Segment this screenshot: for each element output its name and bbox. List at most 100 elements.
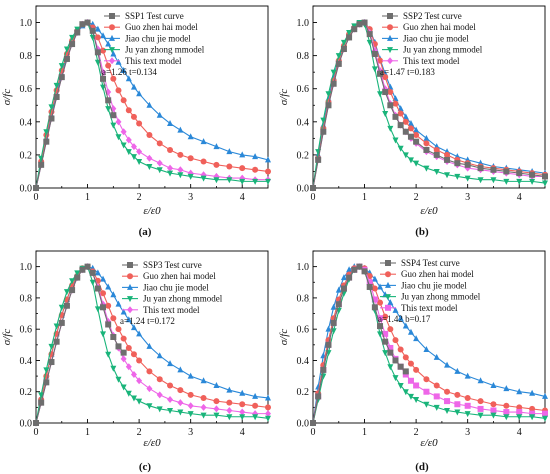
data-point (120, 142, 127, 149)
data-point (320, 117, 327, 124)
data-point (120, 335, 127, 342)
data-point (454, 173, 461, 180)
data-point (213, 405, 220, 413)
data-point (392, 137, 399, 144)
data-point (74, 270, 81, 277)
y-axis-label: σ/fc (1, 329, 13, 346)
data-point (94, 25, 101, 32)
data-point (464, 175, 471, 182)
data-point (433, 146, 440, 153)
legend-marker (127, 306, 133, 314)
data-point (542, 415, 548, 422)
x-tick-label: 3 (465, 192, 470, 203)
data-point (38, 399, 45, 406)
data-point (252, 414, 259, 421)
data-point (125, 149, 132, 156)
data-point (265, 178, 271, 185)
data-point (371, 285, 378, 292)
data-point (423, 165, 430, 172)
data-point (335, 60, 342, 67)
data-point (130, 113, 137, 120)
data-point (120, 67, 127, 74)
data-point (371, 50, 378, 57)
data-point (423, 134, 430, 141)
data-point (397, 363, 404, 370)
data-point (477, 377, 484, 384)
chart-panel-1: 0 1 2 3 4 0.0 0.2 0.4 0.6 0.8 1.0 ε/ε0 σ/fc SSP1 Test… (1, 5, 271, 238)
y-tick-label: 0.8 (20, 51, 33, 62)
data-point (115, 58, 122, 65)
data-point (423, 388, 430, 395)
x-tick-label: 1 (362, 427, 367, 438)
data-point (477, 412, 484, 419)
data-point (252, 402, 259, 409)
data-point (433, 168, 440, 175)
data-point (529, 410, 536, 417)
legend-marker (387, 34, 393, 41)
legend-marker (109, 24, 115, 31)
data-point (423, 376, 430, 383)
data-point (226, 177, 233, 184)
data-point (125, 107, 132, 114)
data-point (454, 401, 461, 408)
data-point (125, 316, 132, 323)
data-point (136, 377, 143, 385)
data-point (340, 46, 347, 53)
data-point (136, 398, 143, 405)
data-point (146, 385, 153, 393)
data-point (213, 381, 220, 388)
data-point (110, 112, 117, 119)
data-point (351, 266, 358, 273)
data-point (130, 351, 137, 358)
data-point (177, 151, 184, 158)
x-tick-label: 4 (240, 427, 245, 438)
data-point (130, 395, 137, 402)
series-test (310, 263, 409, 426)
y-axis-label: σ/fc (278, 89, 290, 106)
data-point (265, 410, 271, 418)
legend-marker (385, 271, 391, 278)
data-point (382, 74, 389, 81)
legend-marker (109, 34, 115, 41)
x-tick-label: 2 (137, 427, 142, 438)
data-point (444, 361, 451, 368)
data-point (387, 349, 394, 356)
data-point (529, 414, 536, 421)
data-point (167, 382, 174, 389)
data-point (136, 120, 143, 127)
data-point (58, 63, 65, 70)
data-point (265, 415, 271, 422)
data-point (423, 146, 430, 153)
data-point (433, 353, 440, 360)
legend-entry-label: Jiao chu jie model (143, 282, 209, 292)
data-point (490, 407, 497, 414)
data-point (125, 344, 132, 351)
y-tick-label: 0.6 (297, 325, 310, 336)
data-point (402, 113, 409, 120)
data-point (413, 335, 420, 342)
chart-panel-4: 0 1 2 3 4 0.0 0.2 0.4 0.6 0.8 1.0 ε/ε0 σ/fc SSP4 Test… (278, 250, 548, 473)
x-tick-label: 0 (34, 192, 39, 203)
data-point (105, 351, 112, 358)
data-point (239, 165, 246, 172)
data-point (115, 87, 122, 94)
data-point (105, 302, 112, 309)
data-point (407, 133, 414, 140)
data-point (239, 178, 246, 185)
legend-entry-label: SSP2 Test curve (403, 11, 462, 21)
series-line (35, 265, 269, 424)
data-point (120, 355, 127, 363)
y-tick-label: 0.4 (297, 117, 310, 128)
data-point (346, 266, 353, 273)
data-point (53, 94, 60, 100)
data-point (226, 163, 233, 170)
legend-entry-label: SSP4 Test curve (401, 258, 460, 268)
y-tick-label: 0.8 (20, 293, 33, 304)
data-point (340, 39, 347, 46)
data-point (382, 111, 389, 118)
data-point (177, 366, 184, 373)
legend-entry-label: Ju yan zhong mmodel (125, 45, 205, 55)
legend-marker (109, 47, 115, 54)
data-point (377, 57, 384, 64)
